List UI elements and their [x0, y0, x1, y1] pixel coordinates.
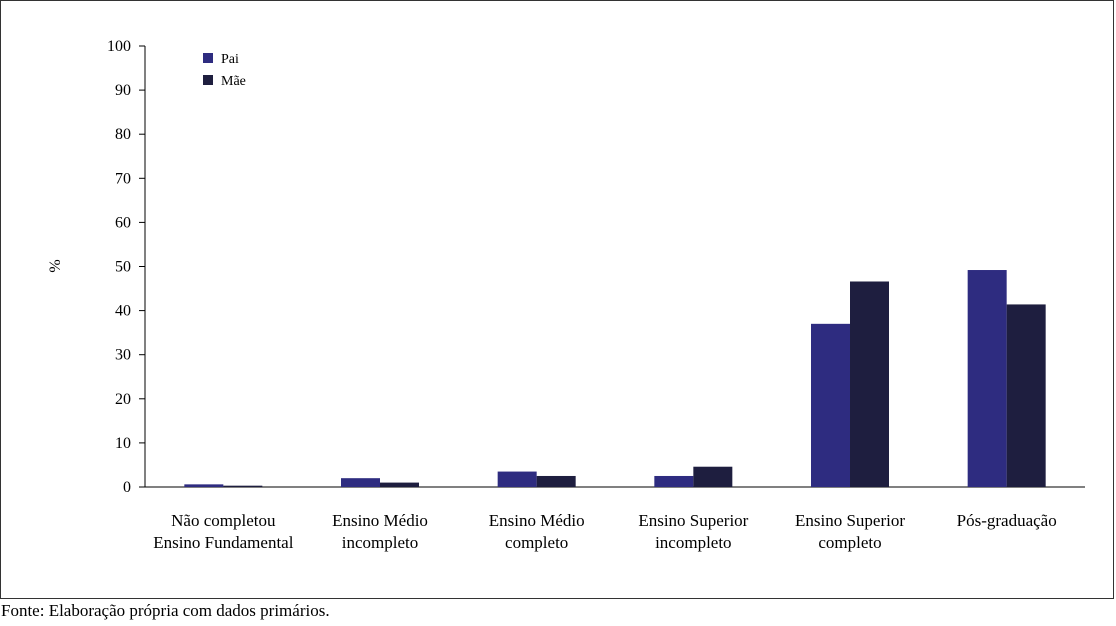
legend-label: Mãe	[221, 74, 246, 89]
x-category-label: Ensino Médio completo	[489, 511, 585, 552]
bar-mae	[1006, 304, 1046, 487]
source-note: Fonte: Elaboração própria com dados prim…	[1, 601, 330, 620]
bars	[184, 270, 1046, 487]
bar-pai	[341, 478, 380, 487]
legend-swatch	[203, 53, 213, 63]
bar-mae	[693, 466, 733, 487]
legend: Pai Mãe	[203, 52, 246, 89]
bar-mae	[536, 475, 576, 487]
y-tick-label: 80	[115, 126, 131, 143]
y-tick-label: 30	[115, 347, 131, 364]
x-category-label: Pós-graduação	[957, 511, 1057, 530]
bar-mae	[380, 482, 419, 487]
y-tick-label: 50	[115, 259, 131, 276]
bar-pai	[654, 475, 694, 487]
legend-label: Pai	[221, 52, 239, 67]
legend-swatch	[203, 75, 213, 85]
x-category-label: Ensino Médio incompleto	[332, 511, 428, 552]
bar-pai	[967, 270, 1007, 487]
y-tick-label: 10	[115, 435, 131, 452]
y-ticks: 0 10 20 30 40 50 60 70 80 90 100	[107, 38, 145, 496]
bar-chart: % 0 10 20 30 40 50 60 70 80 90 100 Não completou En…	[47, 38, 1085, 552]
x-category-label: Não completou Ensino Fundamental	[153, 511, 294, 552]
y-tick-label: 40	[115, 303, 131, 320]
bar-pai	[811, 323, 850, 487]
y-tick-label: 90	[115, 82, 131, 99]
y-axis-label: %	[47, 259, 64, 272]
chart-frame	[0, 0, 1114, 599]
bar-pai	[497, 471, 537, 487]
bar-pai	[184, 484, 224, 487]
y-tick-label: 70	[115, 170, 131, 187]
y-tick-label: 60	[115, 214, 131, 231]
bar-mae	[223, 485, 263, 487]
x-category-labels: Não completou Ensino Fundamental Ensino Mé…	[153, 511, 1056, 552]
y-tick-label: 100	[107, 38, 131, 55]
x-category-label: Ensino Superior incompleto	[638, 511, 748, 552]
x-category-label: Ensino Superior completo	[795, 511, 905, 552]
bar-mae	[850, 281, 889, 487]
y-tick-label: 0	[123, 479, 131, 496]
y-tick-label: 20	[115, 391, 131, 408]
axes	[144, 46, 1085, 488]
